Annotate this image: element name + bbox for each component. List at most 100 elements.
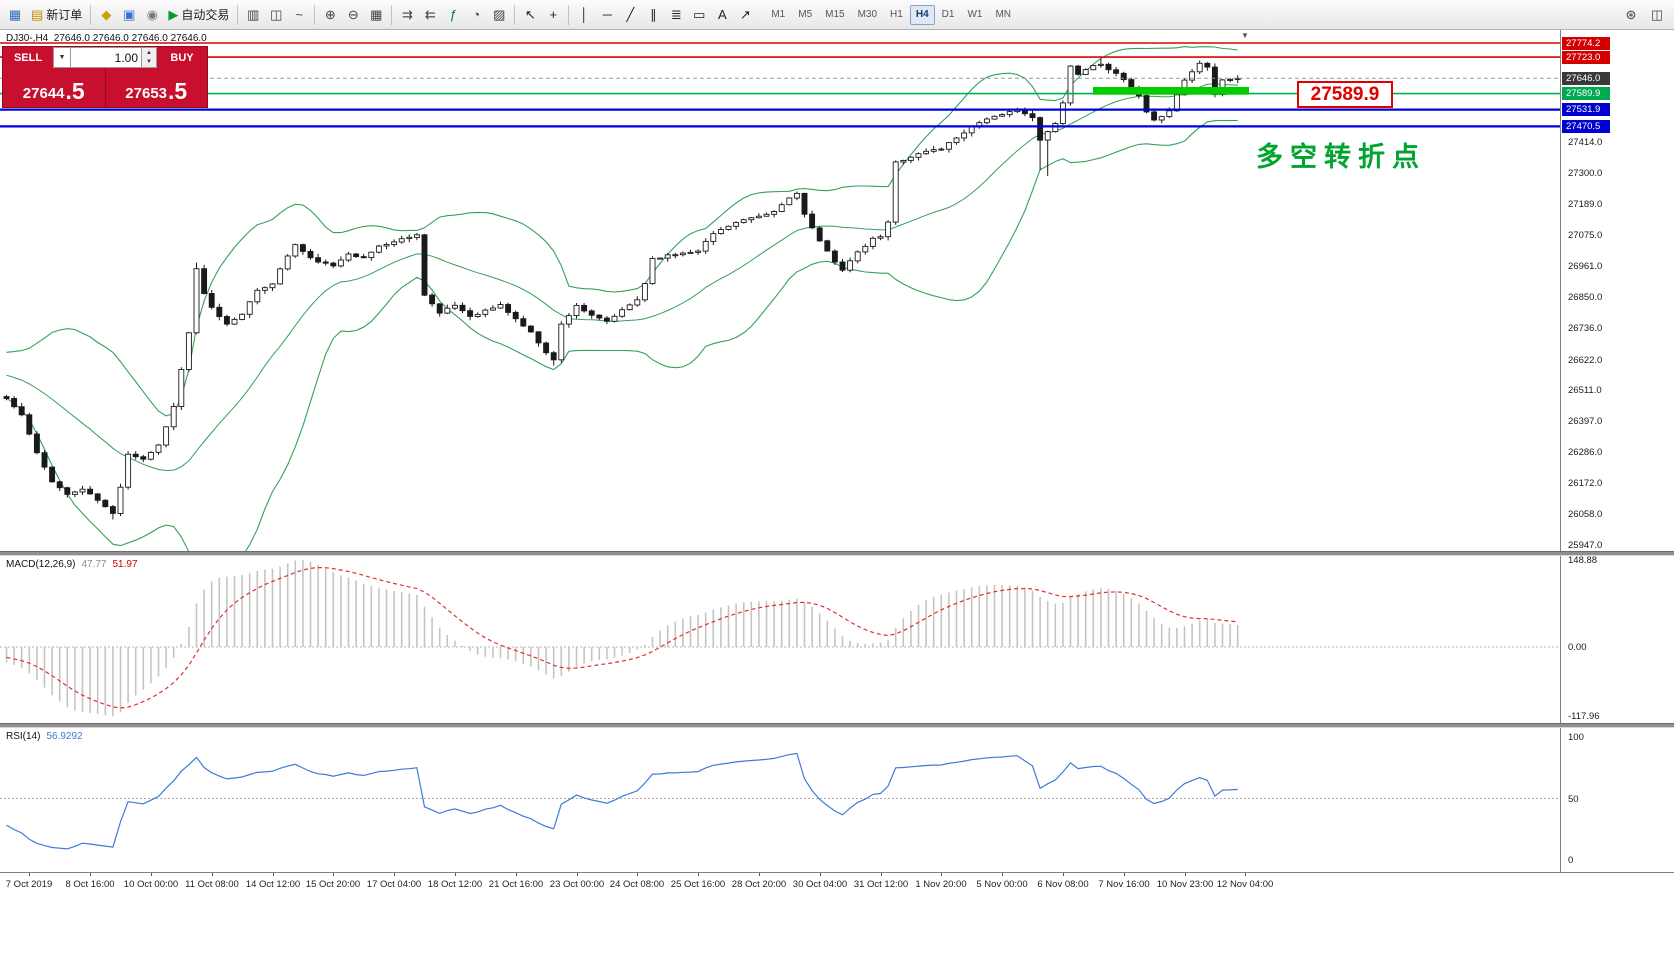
shapes-icon: ▭: [693, 6, 706, 22]
autotrading-button[interactable]: ▶ 自动交易: [164, 3, 233, 27]
text-label-icon[interactable]: A: [711, 3, 733, 27]
search-icon[interactable]: ⊛: [1625, 7, 1637, 22]
panel-separator[interactable]: [0, 723, 1674, 728]
macd-axis[interactable]: 148.88 0.00 -117.96: [1560, 555, 1674, 723]
line-chart-icon[interactable]: ~: [288, 3, 310, 27]
toolbar-separator: [514, 4, 516, 25]
vertical-line-icon[interactable]: │: [573, 3, 595, 27]
one-click-trading-panel: SELL ▼ 1.00 ▲ ▼ BUY 27644.5 27653.5: [2, 46, 208, 108]
time-axis-label: 7 Oct 2019: [5, 879, 53, 890]
trendline-icon[interactable]: ╱: [619, 3, 641, 27]
turning-point-label[interactable]: 多空转折点: [1256, 142, 1426, 172]
macd-main-value: 47.77: [81, 559, 107, 570]
rsi-axis[interactable]: 100 50 0: [1560, 728, 1674, 872]
tile-windows-icon[interactable]: ▦: [365, 3, 387, 27]
price-axis-label: 26511.0: [1568, 385, 1602, 396]
timeframe-m15[interactable]: M15: [825, 9, 845, 20]
arrow-objects-icon[interactable]: ↗: [734, 3, 756, 27]
timeframe-m5[interactable]: M5: [798, 9, 813, 20]
autotrading-play-icon: ▶: [168, 6, 179, 22]
new-order-button[interactable]: ▤ 新订单: [27, 3, 86, 27]
rsi-value: 56.9292: [46, 731, 83, 742]
sell-label[interactable]: SELL: [13, 51, 43, 64]
volume-step-up-icon[interactable]: ▲: [146, 49, 152, 56]
indicators-icon[interactable]: ƒ: [442, 3, 464, 27]
time-axis-label: 25 Oct 16:00: [670, 879, 726, 890]
bar-chart-icon[interactable]: ▥: [242, 3, 264, 27]
price-annotation[interactable]: 27589.9: [1297, 81, 1393, 108]
crosshair-icon[interactable]: +: [542, 3, 564, 27]
time-tick: [394, 873, 395, 876]
equidistant-channel-icon[interactable]: ∥: [642, 3, 664, 27]
time-axis[interactable]: 7 Oct 2019 8 Oct 16:00 10 Oct 00:00 11 Oct …: [0, 872, 1674, 896]
timeframe-h1[interactable]: H1: [890, 9, 903, 20]
time-axis-label: 15 Oct 20:00: [305, 879, 361, 890]
volume-stepper[interactable]: ▲ ▼: [142, 47, 157, 68]
fibonacci-icon: ≣: [670, 6, 682, 22]
chart-window-icon[interactable]: ▦: [4, 3, 26, 27]
rsi-chart[interactable]: [0, 728, 1560, 872]
text-label-icon: A: [717, 7, 727, 22]
time-tick: [151, 873, 152, 876]
fibonacci-icon[interactable]: ≣: [665, 3, 687, 27]
candlestick-chart-icon: ◫: [270, 6, 283, 22]
price-axis-label: 27189.0: [1568, 199, 1603, 210]
macd-axis-label: 0.00: [1568, 642, 1587, 653]
price-axis-label: 25947.0: [1568, 540, 1603, 551]
price-axis[interactable]: 27414.0 27300.0 27189.0 27075.0 26961.0 26850…: [1560, 30, 1674, 551]
time-axis-label: 10 Nov 23:00: [1156, 879, 1214, 890]
time-axis-label: 31 Oct 12:00: [853, 879, 909, 890]
buy-price: 27653: [125, 85, 168, 102]
timeframe-m30[interactable]: M30: [857, 9, 878, 20]
time-tick: [820, 873, 821, 876]
volume-dropdown[interactable]: ▼: [53, 47, 71, 68]
price-tag: 27723.0: [1562, 51, 1610, 64]
time-tick: [1063, 873, 1064, 876]
timeframe-m1[interactable]: M1: [771, 9, 786, 20]
price-chart[interactable]: [0, 30, 1560, 551]
time-tick: [1002, 873, 1003, 876]
terminal-icon[interactable]: ▣: [118, 3, 140, 27]
arrow-objects-icon: ↗: [739, 6, 751, 22]
panel-toggle-icon[interactable]: ◫: [1650, 7, 1664, 22]
price-axis-label: 26286.0: [1568, 447, 1603, 458]
strategy-tester-icon[interactable]: ◉: [141, 3, 163, 27]
chart-title: DJ30-,H4 27646.0 27646.0 27646.0 27646.0: [6, 33, 207, 44]
metaeditor-icon[interactable]: ◆: [95, 3, 117, 27]
panel-separator[interactable]: [0, 551, 1674, 556]
time-tick: [881, 873, 882, 876]
chart-shift-icon[interactable]: ⇇: [419, 3, 441, 27]
timeframe-mn[interactable]: MN: [995, 9, 1011, 20]
volume-step-down-icon[interactable]: ▼: [146, 59, 152, 66]
buy-button[interactable]: 27653.5: [106, 68, 208, 107]
shapes-icon[interactable]: ▭: [688, 3, 710, 27]
templates-icon[interactable]: ▨: [488, 3, 510, 27]
periods-icon[interactable]: ◔: [465, 3, 487, 27]
timeframe-w1[interactable]: W1: [967, 9, 983, 20]
buy-label[interactable]: BUY: [170, 51, 194, 64]
time-tick: [759, 873, 760, 876]
macd-name: MACD(12,26,9): [6, 559, 76, 570]
toolbar-separator: [314, 4, 316, 25]
chart-window-icon: ▦: [8, 6, 22, 22]
time-axis-label: 18 Oct 12:00: [427, 879, 483, 890]
time-axis-label: 8 Oct 16:00: [65, 879, 115, 890]
time-tick: [1185, 873, 1186, 876]
crosshair-icon: +: [549, 7, 558, 22]
zoom-out-icon[interactable]: ⊖: [342, 3, 364, 27]
metaeditor-icon: ◆: [101, 6, 112, 22]
auto-scroll-icon[interactable]: ⇉: [396, 3, 418, 27]
timeframe-h4[interactable]: H4: [909, 4, 935, 25]
sell-button[interactable]: 27644.5: [3, 68, 106, 107]
periods-icon: ◔: [472, 7, 481, 22]
timeframe-d1[interactable]: D1: [941, 9, 955, 20]
zoom-in-icon[interactable]: ⊕: [319, 3, 341, 27]
macd-chart[interactable]: [0, 556, 1560, 723]
chart-shift-icon: ⇇: [424, 6, 436, 22]
volume-input[interactable]: 1.00: [71, 47, 142, 68]
candlestick-chart-icon[interactable]: ◫: [265, 3, 287, 27]
price-axis-label: 27075.0: [1568, 230, 1603, 241]
horizontal-line-icon[interactable]: ─: [596, 3, 618, 27]
cursor-icon[interactable]: ↖: [519, 3, 541, 27]
